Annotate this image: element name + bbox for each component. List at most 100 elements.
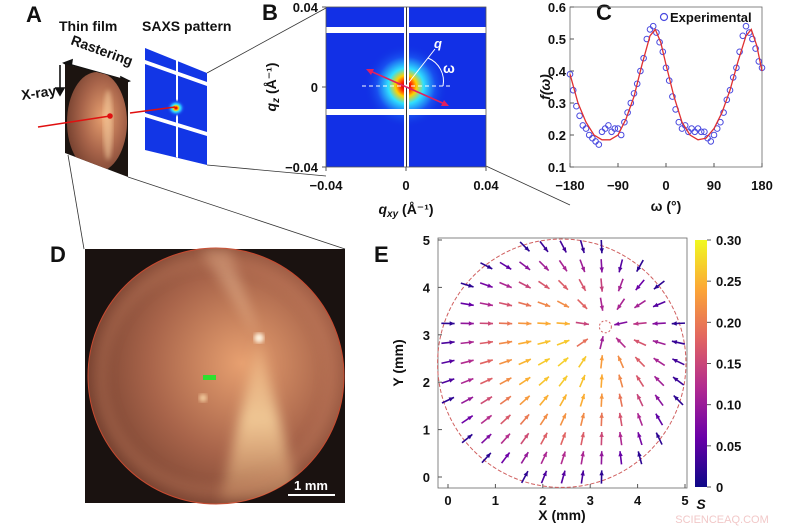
colorbar-ticks: 0.30 0.25 0.20 0.15 0.10 0.05 0 <box>707 233 741 495</box>
arrowhead-icon <box>563 303 569 308</box>
e-y-tick-label: 5 <box>423 233 430 248</box>
arrowhead-icon <box>486 396 492 402</box>
e-x-tick-label: 2 <box>539 493 546 508</box>
arrowhead-icon <box>448 397 454 402</box>
experimental-data-point <box>605 122 612 129</box>
legend-marker-icon <box>659 12 669 22</box>
arrowhead-icon <box>524 246 530 252</box>
arrowhead-icon <box>545 321 551 326</box>
arrowhead-icon <box>487 340 493 345</box>
experimental-data-point <box>694 125 702 132</box>
arrowhead-icon <box>449 321 455 326</box>
arrowhead-icon <box>618 432 623 438</box>
arrowhead-icon <box>524 395 530 401</box>
experimental-data-point <box>592 138 599 145</box>
arrowhead-icon <box>580 266 585 272</box>
e-y-axis-label: Y (mm) <box>390 339 406 386</box>
panel-label-a: A <box>26 2 42 27</box>
arrowhead-icon <box>543 376 549 382</box>
arrowhead-icon <box>525 302 532 307</box>
e-x-tick-label: 5 <box>681 493 688 508</box>
arrowhead-icon <box>448 378 455 383</box>
experimental-data-point <box>688 125 695 132</box>
arrowhead-icon <box>561 451 566 457</box>
omega-angle-arc <box>427 57 444 87</box>
arrowhead-icon <box>563 357 569 363</box>
arrowhead-icon <box>544 302 551 307</box>
boundary-circle <box>437 238 687 488</box>
experimental-data-point <box>646 26 654 33</box>
arrowhead-icon <box>671 321 677 326</box>
c-x-tick-label: −180 <box>555 178 584 193</box>
arrowhead-icon <box>617 304 622 310</box>
experimental-data-point <box>589 134 596 142</box>
arrowhead-icon <box>673 395 679 401</box>
b-y-tick-label: 0 <box>311 80 318 95</box>
measurement-spot-marker <box>203 375 216 380</box>
e-x-tick-label: 4 <box>634 493 642 508</box>
b-x-tick-label: 0 <box>402 178 409 193</box>
arrowhead-icon <box>561 470 566 476</box>
arrowhead-icon <box>616 337 622 343</box>
arrowhead-icon <box>543 413 548 420</box>
e-plot: 00 1 1 2 2 3 3 4 4 5 5 <box>423 233 689 508</box>
e-y-tick-label: 1 <box>423 423 430 438</box>
experimental-data-point <box>611 125 619 132</box>
panel-label-c: C <box>596 0 612 25</box>
arrowhead-icon <box>580 432 585 438</box>
arrowhead-icon <box>582 338 588 344</box>
arrowhead-icon <box>562 394 567 400</box>
b-x-tick-label: −0.04 <box>310 178 344 193</box>
panel-b: B q ω −0.04 0 0.040.040−0.04 qxy (Å⁻¹) qz … <box>262 0 499 220</box>
experimental-data-point <box>710 131 718 139</box>
arrowhead-icon <box>542 451 547 458</box>
arrowhead-icon <box>506 283 512 288</box>
legend-experimental: Experimental <box>670 10 752 25</box>
saxs-pattern-title: SAXS pattern <box>142 18 231 34</box>
arrowhead-icon <box>486 264 493 269</box>
c-x-tick-label: −90 <box>607 178 629 193</box>
arrowhead-icon <box>599 248 604 254</box>
experimental-data-point <box>637 67 644 75</box>
arrowhead-icon <box>468 302 474 307</box>
arrowhead-icon <box>506 302 513 307</box>
arrowhead-icon <box>467 397 474 402</box>
c-y-tick-label: 0.6 <box>548 0 566 15</box>
arrowhead-icon <box>635 357 641 363</box>
arrowhead-icon <box>580 470 585 476</box>
arrowhead-icon <box>485 452 491 459</box>
colorbar-tick-label: 0.25 <box>716 274 741 289</box>
arrowhead-icon <box>523 471 528 477</box>
arrowhead-icon <box>599 336 605 342</box>
colorbar-tick-label: 0.30 <box>716 233 741 248</box>
colorbar-tick-label: 0 <box>716 480 723 495</box>
experimental-data-point <box>678 125 686 132</box>
arrowhead-icon <box>563 340 570 345</box>
c-plot-frame <box>569 6 763 168</box>
arrowhead-icon <box>544 284 550 289</box>
b-ylabel-sub: z <box>271 98 282 104</box>
experimental-data-point <box>598 128 606 136</box>
arrowhead-icon <box>542 470 547 477</box>
experimental-data-point <box>595 141 603 148</box>
arrowhead-icon <box>525 359 531 364</box>
arrowhead-icon <box>599 355 604 361</box>
arrowhead-icon <box>467 434 473 440</box>
e-x-tick-label: 0 <box>444 493 451 508</box>
b-y-tick-label: 0.04 <box>293 0 319 15</box>
arrowhead-icon <box>653 358 659 363</box>
arrowhead-icon <box>506 340 513 345</box>
arrowhead-icon <box>580 451 585 457</box>
omega-label: ω <box>443 60 455 76</box>
arrowhead-icon <box>545 340 551 345</box>
xray-label: X-ray <box>20 82 57 103</box>
panel-label-d: D <box>50 242 66 267</box>
experimental-data-point <box>701 128 708 136</box>
arrowhead-icon <box>635 284 641 291</box>
c-y-tick-label: 0.5 <box>548 32 566 47</box>
arrowhead-icon <box>580 413 585 419</box>
connector-lines <box>67 7 571 250</box>
b-axes: −0.04 0 0.04 0.04 0 −0.04 <box>285 0 499 193</box>
orientation-arrow <box>367 69 448 106</box>
arrowhead-icon <box>523 452 529 458</box>
